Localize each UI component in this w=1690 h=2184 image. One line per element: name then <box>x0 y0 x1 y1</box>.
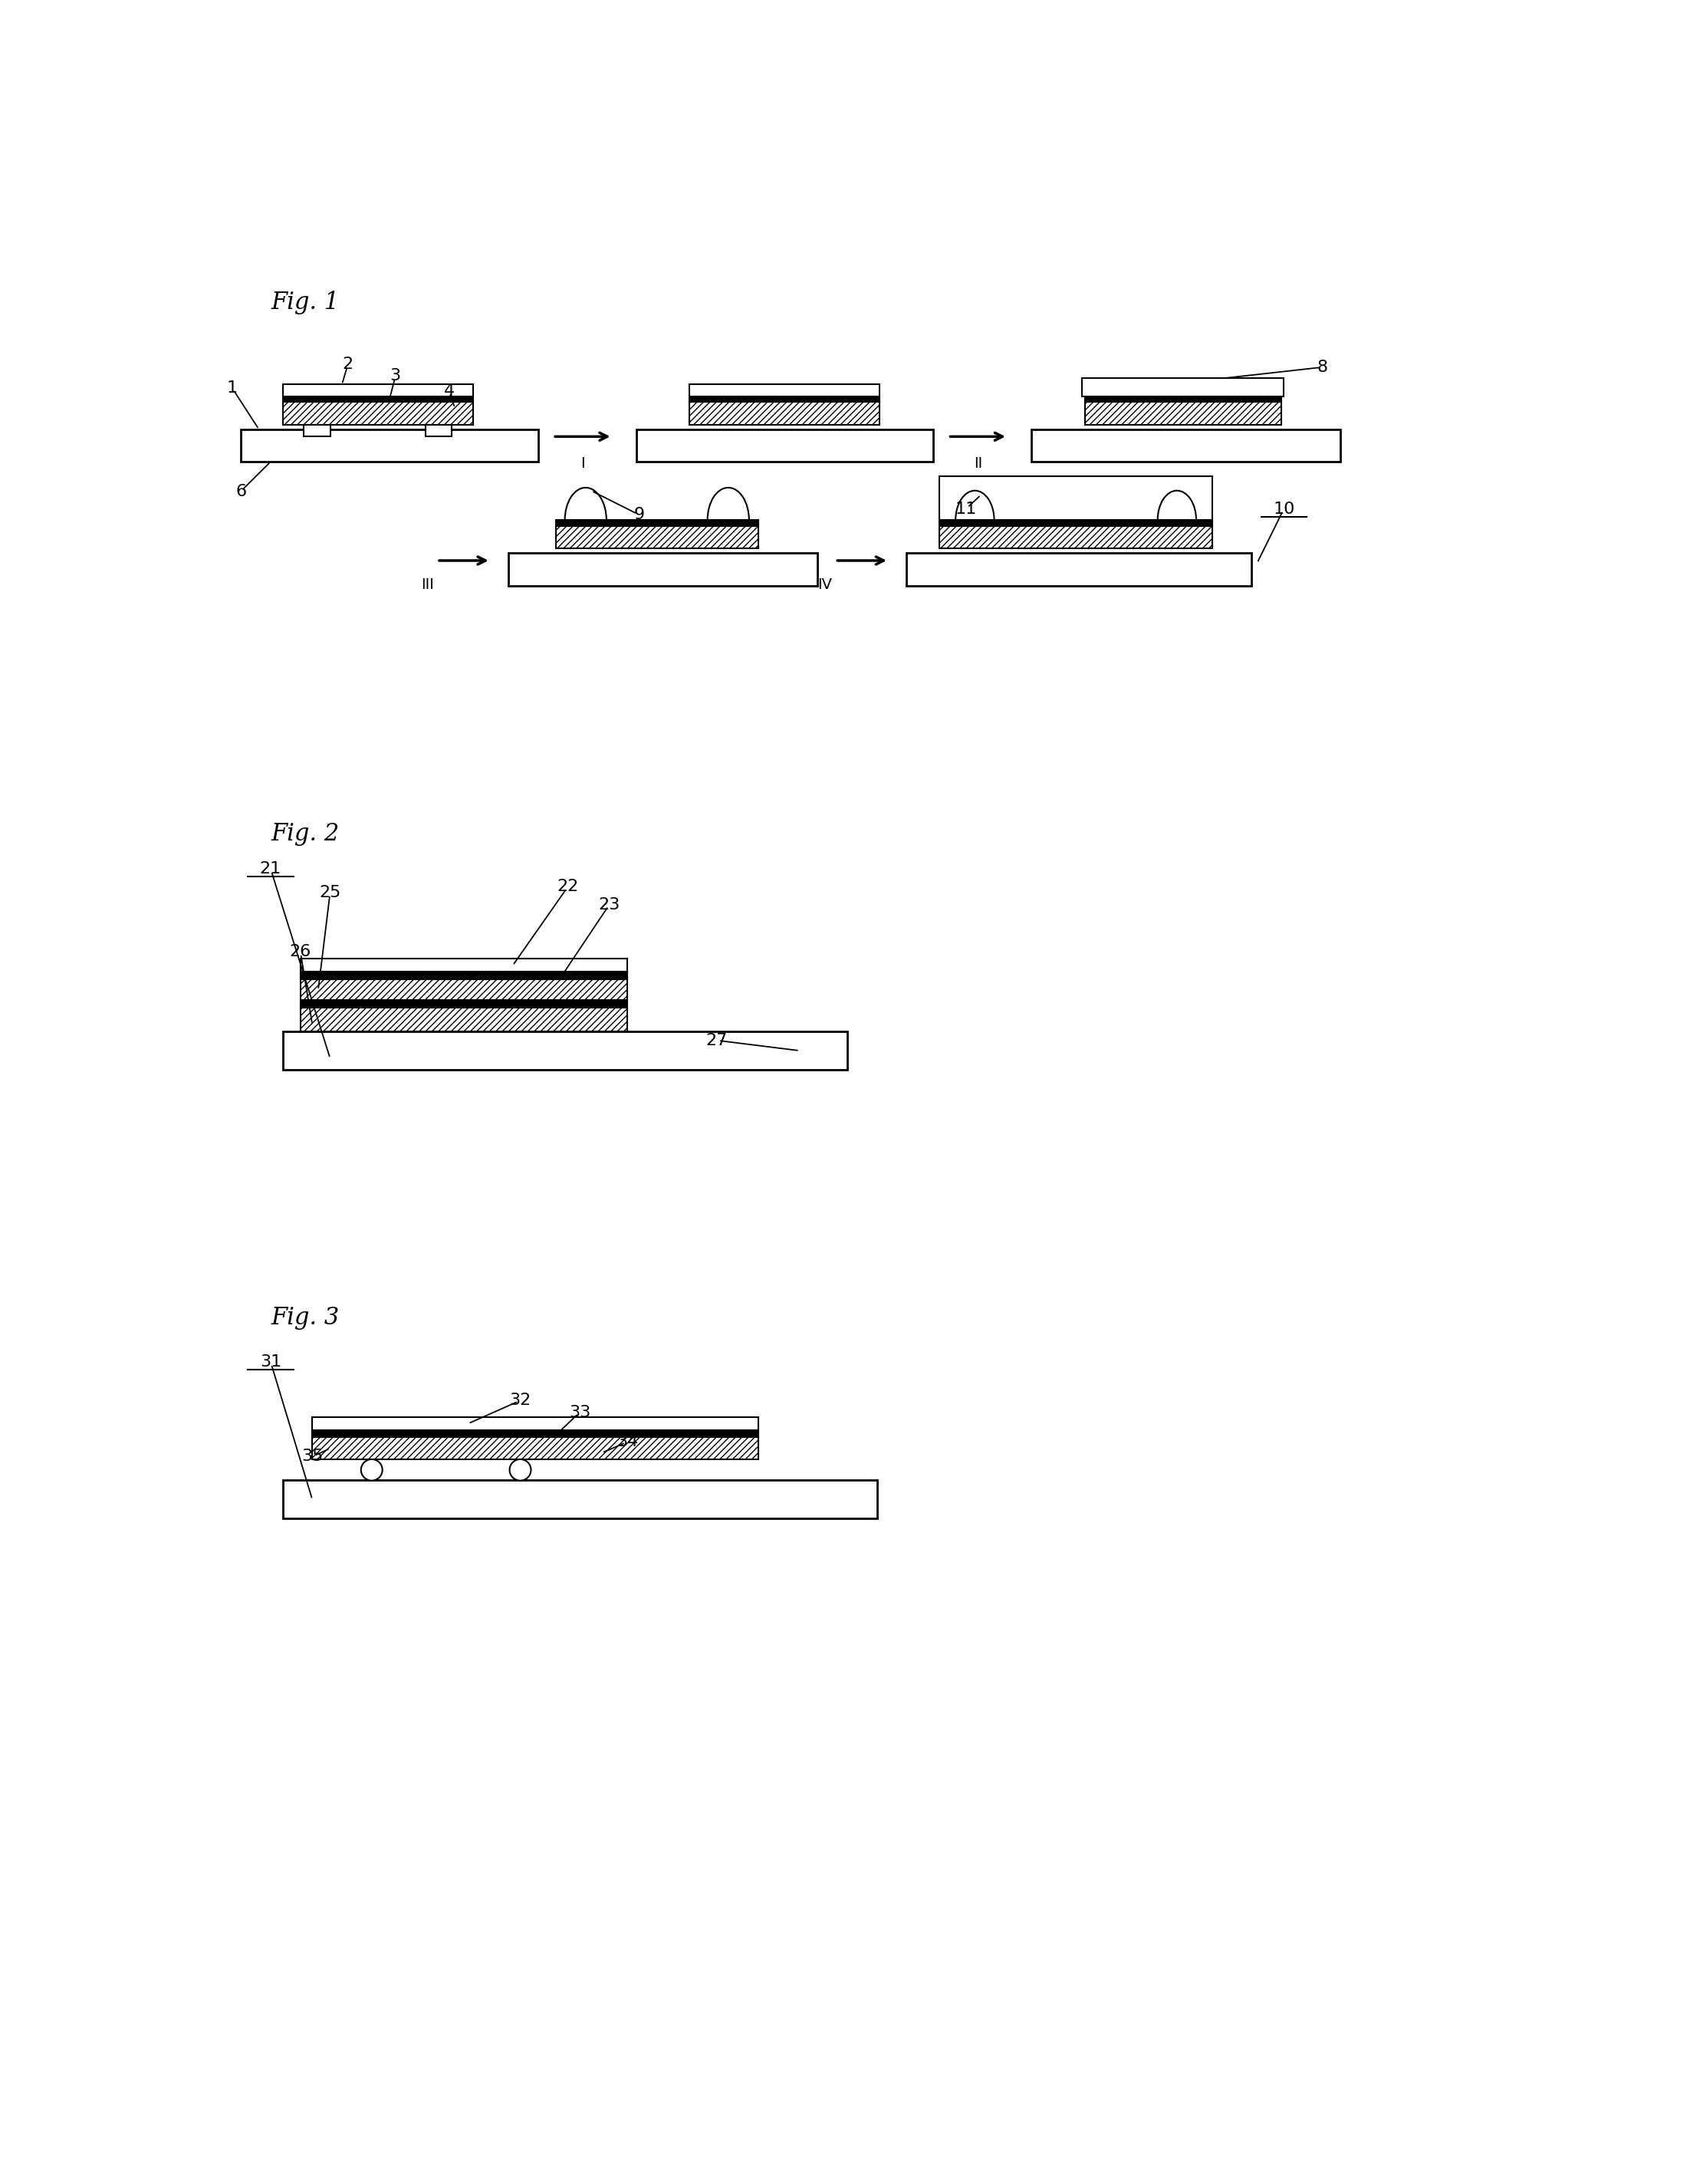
Text: 6: 6 <box>235 483 247 498</box>
Text: 22: 22 <box>558 880 578 895</box>
Text: 21: 21 <box>260 860 282 876</box>
Text: 25: 25 <box>319 885 341 900</box>
Bar <box>282 384 473 395</box>
Text: 33: 33 <box>570 1404 590 1420</box>
Text: 31: 31 <box>260 1354 282 1369</box>
Text: Fig. 3: Fig. 3 <box>270 1306 340 1330</box>
Text: I: I <box>580 456 585 470</box>
Bar <box>1085 395 1281 402</box>
Bar <box>282 402 473 424</box>
Text: 34: 34 <box>617 1435 639 1450</box>
Bar <box>242 430 537 461</box>
Text: Fig. 2: Fig. 2 <box>270 821 340 845</box>
Bar <box>301 1000 627 1007</box>
Text: 10: 10 <box>1273 502 1295 518</box>
Bar <box>690 384 880 395</box>
Text: 1: 1 <box>226 380 238 395</box>
Bar <box>301 959 627 972</box>
Bar <box>556 526 759 548</box>
Text: 27: 27 <box>705 1033 727 1048</box>
Bar <box>635 430 933 461</box>
Text: 32: 32 <box>509 1393 531 1409</box>
Text: 9: 9 <box>634 507 644 522</box>
Text: 3: 3 <box>390 369 401 384</box>
Bar <box>906 553 1251 585</box>
Bar <box>690 395 880 402</box>
Bar <box>509 553 818 585</box>
Bar <box>313 1417 759 1431</box>
Text: 23: 23 <box>598 898 620 913</box>
Bar <box>940 526 1213 548</box>
Bar <box>301 1007 627 1031</box>
Bar <box>304 424 330 437</box>
Text: Fig. 1: Fig. 1 <box>270 290 340 314</box>
Bar <box>313 1437 759 1459</box>
Bar <box>1085 402 1281 424</box>
Bar <box>426 424 451 437</box>
Circle shape <box>362 1459 382 1481</box>
Text: 8: 8 <box>1317 360 1328 376</box>
Text: 2: 2 <box>343 356 353 371</box>
Bar <box>282 1031 847 1070</box>
Bar <box>690 402 880 424</box>
Text: 35: 35 <box>301 1448 323 1463</box>
Text: 4: 4 <box>443 382 455 397</box>
Text: II: II <box>973 456 982 470</box>
Bar <box>940 520 1213 526</box>
Text: 26: 26 <box>289 943 311 959</box>
Text: 11: 11 <box>955 502 977 518</box>
Bar <box>282 1481 877 1518</box>
Bar <box>556 520 759 526</box>
Text: IV: IV <box>818 577 831 592</box>
Bar <box>282 395 473 402</box>
Bar <box>940 476 1213 520</box>
Bar <box>313 1431 759 1437</box>
Bar <box>1082 378 1284 395</box>
Bar <box>301 972 627 978</box>
Circle shape <box>510 1459 531 1481</box>
Bar <box>301 978 627 1000</box>
Text: III: III <box>421 577 434 592</box>
Bar <box>1031 430 1340 461</box>
